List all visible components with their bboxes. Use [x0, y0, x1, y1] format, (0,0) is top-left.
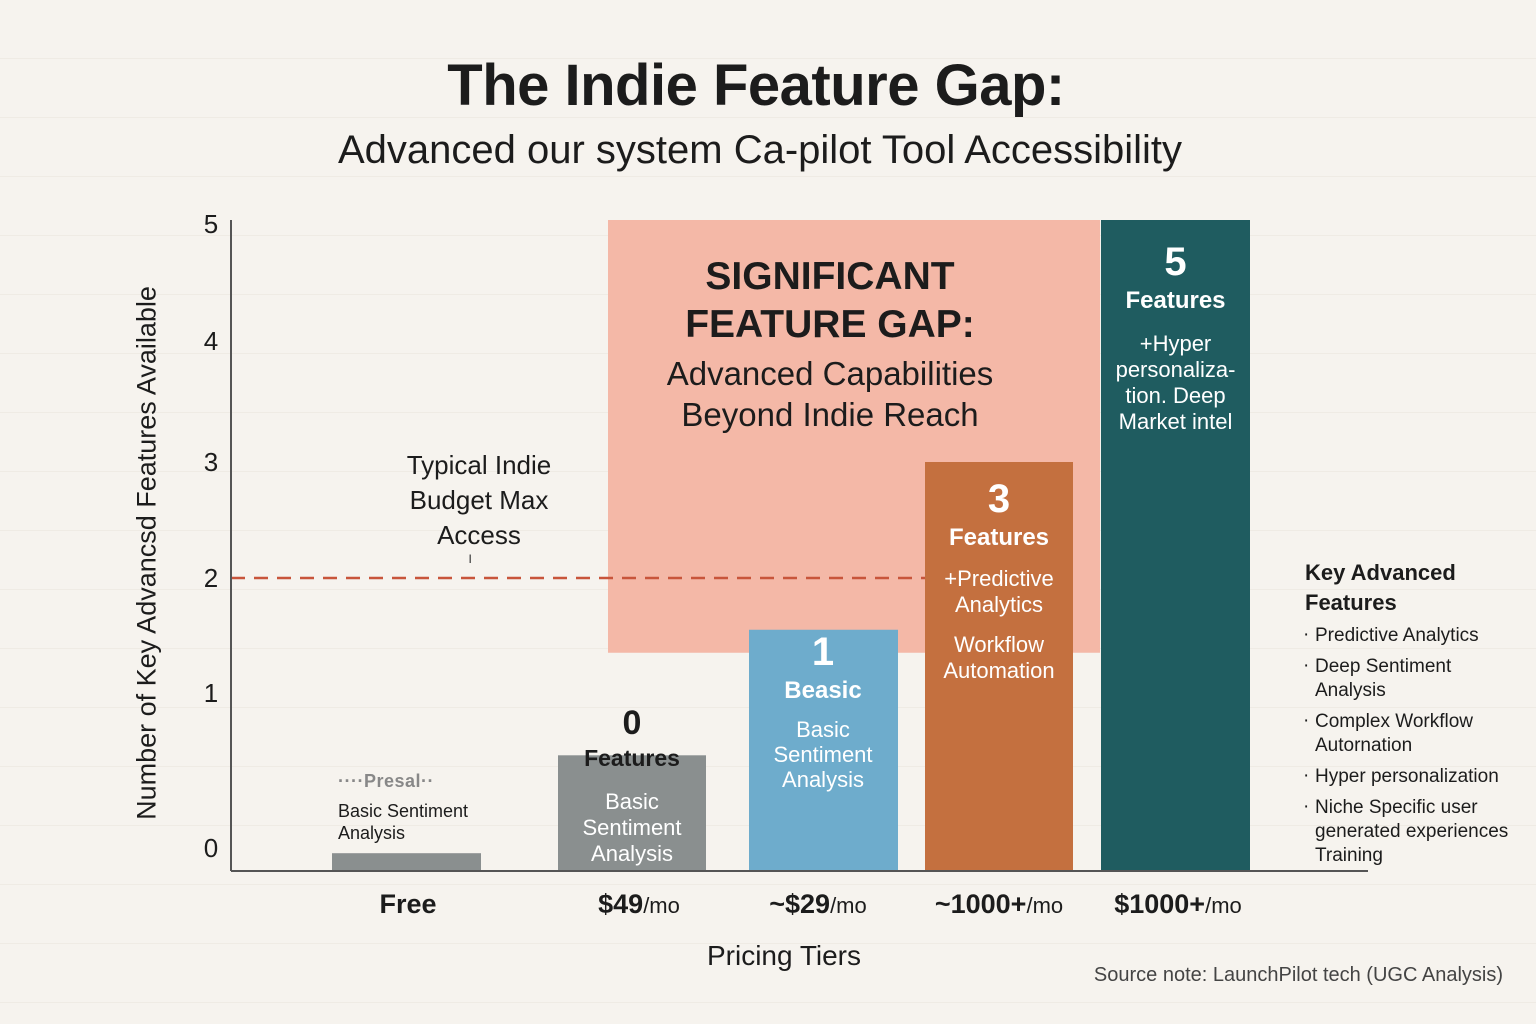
- y-tick-label: 2: [204, 563, 218, 593]
- legend-title-line: Features: [1305, 590, 1397, 615]
- x-tick-unit: /mo: [1026, 893, 1063, 918]
- bar-1000-number: 3: [987, 477, 1011, 521]
- x-tick-label: $49/mo: [598, 889, 680, 919]
- gap-subheading-line-1: Advanced Capabilities: [666, 355, 994, 392]
- legend-list: Predictive Analytics Deep Sentiment Anal…: [1303, 623, 1525, 868]
- x-tick-price: $1000+: [1114, 889, 1205, 919]
- legend: Key Advanced Features Predictive Analyti…: [1303, 558, 1525, 875]
- bar-1000-plus-features-label: Features: [1125, 287, 1226, 314]
- bar: [749, 629, 898, 871]
- y-tick-label: 4: [204, 326, 218, 356]
- x-tick-unit: /mo: [643, 893, 680, 918]
- chart-title: The Indie Feature Gap:: [447, 53, 1065, 118]
- bar-1000-description-line: Analytics: [954, 592, 1044, 617]
- bar-29-description-line: Basic: [796, 717, 850, 742]
- legend-item: Complex Workflow Autornation: [1303, 709, 1525, 758]
- bar: [332, 853, 481, 871]
- free-description: Basic Sentiment Analysis: [338, 800, 498, 844]
- threshold-pointer-mark: ı: [468, 550, 473, 567]
- dotted-leader: ··: [421, 771, 435, 791]
- y-tick-label: 0: [204, 833, 218, 863]
- y-tick-label: 5: [204, 209, 218, 239]
- free-dotted-text: Presal: [363, 771, 422, 791]
- gap-subheading-line-2: Beyond Indie Reach: [681, 396, 979, 433]
- x-tick-price: Free: [379, 889, 436, 919]
- bar-1000-plus-annotation: 5 Features +Hyper personaliza- tion. Dee…: [1101, 240, 1250, 435]
- bar-29-description: Basic Sentiment Analysis: [749, 717, 897, 792]
- bar: [558, 755, 706, 871]
- gap-heading-line-2: FEATURE GAP:: [685, 303, 975, 346]
- bar-49-features-label: Features: [584, 745, 680, 771]
- bar-29-features-label: Beasic: [784, 677, 862, 704]
- legend-item: Deep Sentiment Analysis: [1303, 654, 1525, 703]
- bar-49-number: 0: [622, 704, 642, 742]
- source-note: Source note: LaunchPilot tech (UGC Analy…: [1093, 964, 1503, 986]
- free-dotted-label: ····Presal··: [338, 771, 434, 792]
- x-axis-label: Pricing Tiers: [706, 940, 862, 971]
- bar-1000-description-line: +Predictive: [944, 566, 1054, 591]
- x-tick-unit: /mo: [830, 893, 867, 918]
- x-tick-price: ~1000+: [935, 889, 1027, 919]
- bar-49-description-line: Basic: [605, 789, 659, 814]
- threshold-label: Typical Indie Budget Max Access: [380, 448, 578, 553]
- free-description-line: Analysis: [338, 823, 406, 843]
- chart-subtitle: Advanced our system Ca-pilot Tool Access…: [337, 128, 1183, 172]
- bar-1000-description-line: Automation: [943, 658, 1055, 683]
- bar-1000-plus-description-line: +Hyper: [1139, 331, 1212, 356]
- bar-1000-features-label: Features: [948, 524, 1050, 551]
- bar-1000-description: +Predictive Analytics Workflow Automatio…: [925, 566, 1073, 684]
- y-tick-label: 3: [204, 447, 218, 477]
- bar-1000-plus-description-line: personaliza-: [1115, 357, 1236, 382]
- threshold-label-line: Typical Indie: [406, 450, 552, 480]
- bar-1000-description-line: Workflow: [953, 632, 1045, 657]
- bar-49-description: Basic Sentiment Analysis: [558, 789, 706, 867]
- legend-item: Predictive Analytics: [1303, 623, 1525, 648]
- bar-29-annotation: 1 Beasic Basic Sentiment Analysis: [749, 630, 897, 792]
- x-tick-price: $49: [598, 889, 643, 919]
- y-axis-label: Number of Key Advancsd Features Availabl…: [131, 286, 162, 820]
- bar-29-description-line: Sentiment: [773, 742, 873, 767]
- bar-1000-plus-number: 5: [1164, 240, 1187, 284]
- bar-29-description-line: Analysis: [782, 767, 864, 792]
- gap-heading-line-1: SIGNIFICANT: [705, 255, 955, 298]
- x-tick-label: ~$29/mo: [769, 889, 867, 919]
- bar-49-description-line: Analysis: [591, 841, 673, 866]
- bar-1000-plus-description-line: Market intel: [1118, 409, 1233, 434]
- bar-1000-annotation: 3 Features +Predictive Analytics Workflo…: [925, 477, 1073, 684]
- threshold-label-line: Budget Max: [409, 485, 549, 515]
- legend-item: Niche Specific user generated experience…: [1303, 795, 1525, 868]
- bar-1000-plus-description-line: tion. Deep: [1125, 383, 1226, 408]
- legend-title-line: Key Advanced: [1305, 560, 1456, 585]
- x-tick-label: ~1000+/mo: [935, 889, 1063, 919]
- x-tick-label: $1000+/mo: [1114, 889, 1242, 919]
- x-tick-label: Free: [379, 889, 436, 919]
- bar: [1101, 220, 1250, 871]
- bar-49-description-line: Sentiment: [582, 815, 682, 840]
- bar-29-number: 1: [811, 630, 835, 674]
- free-description-line: Basic Sentiment: [338, 801, 469, 821]
- bar: [925, 462, 1073, 871]
- bar-1000-plus-description: +Hyper personaliza- tion. Deep Market in…: [1101, 331, 1250, 435]
- y-tick-label: 1: [204, 678, 218, 708]
- x-tick-unit: /mo: [1205, 893, 1242, 918]
- x-tick-price: ~$29: [769, 889, 830, 919]
- threshold-label-line: Access: [437, 520, 521, 550]
- legend-item: Hyper personalization: [1303, 764, 1525, 789]
- legend-title: Key Advanced Features: [1305, 558, 1525, 618]
- dotted-leader: ····: [338, 771, 364, 791]
